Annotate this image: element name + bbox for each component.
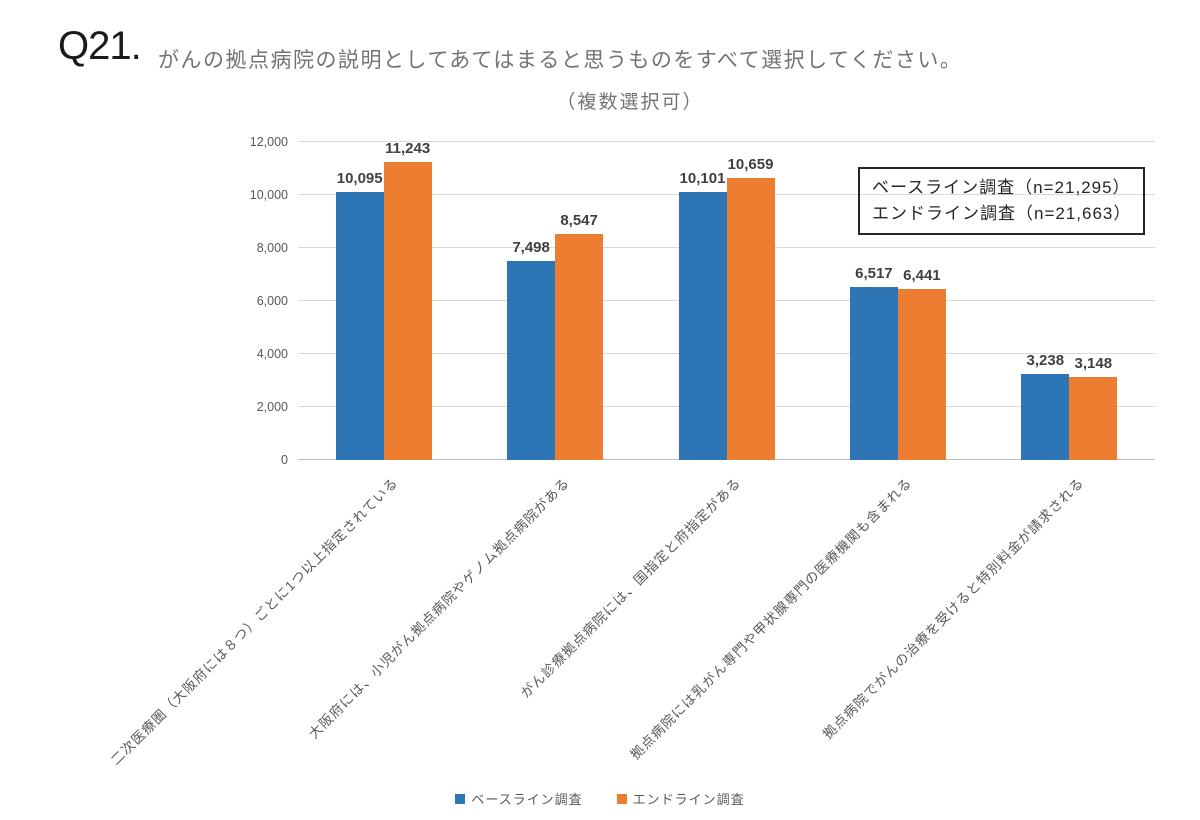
bar-value-label: 6,441 xyxy=(903,267,941,285)
bar-value-label: 10,659 xyxy=(727,155,774,173)
y-tick-label: 6,000 xyxy=(256,293,288,308)
legend-label: ベースライン調査 xyxy=(471,792,583,807)
bar-baseline-cat5 xyxy=(1021,374,1070,460)
chart-plot-area: 0 2,000 4,000 6,000 8,000 10,000 12,000 10,095 1… xyxy=(250,135,1155,466)
gridline xyxy=(298,141,1155,142)
page-subtitle: （複数選択可） xyxy=(556,92,704,113)
chart-legend: ベースライン調査 エンドライン調査 xyxy=(0,789,1200,808)
page-title: がんの拠点病院の説明としてあてはまると思うものをすべて選択してください。 xyxy=(158,49,963,72)
bar-value-label: 7,498 xyxy=(512,239,550,257)
bar-baseline-cat1 xyxy=(335,192,384,460)
bar-baseline-cat3 xyxy=(678,192,727,460)
category-label: 拠点病院には乳がん専門や甲状腺専門の医療機関も含まれる xyxy=(627,474,916,763)
sample-size-annotation-box: ベースライン調査（n=21,295） エンドライン調査（n=21,663） xyxy=(858,167,1146,235)
bar-value-label: 3,238 xyxy=(1026,352,1065,370)
bar-endline-cat4 xyxy=(897,289,946,460)
legend-swatch-icon xyxy=(616,793,627,804)
bar-endline-cat1 xyxy=(383,162,432,460)
legend-swatch-icon xyxy=(455,793,466,804)
bar-endline-cat3 xyxy=(726,177,775,460)
bar-baseline-cat2 xyxy=(507,261,556,460)
y-tick-label: 8,000 xyxy=(256,240,288,255)
legend-item: ベースライン調査 xyxy=(455,789,582,808)
legend-item: エンドライン調査 xyxy=(616,789,745,808)
bar-value-label: 10,095 xyxy=(336,170,383,188)
y-tick-label: 12,000 xyxy=(249,134,288,149)
question-number: Q21. xyxy=(58,24,142,68)
y-tick-label: 0 xyxy=(281,452,288,467)
category-label: 大阪府には、小児がん拠点病院やゲノム拠点病院がある xyxy=(305,474,573,742)
bar-value-label: 8,547 xyxy=(560,211,598,229)
category-label: 拠点病院でがんの治療を受けると特別料金が請求される xyxy=(819,474,1087,742)
bar-value-label: 11,243 xyxy=(385,140,431,158)
annotation-line-endline: エンドライン調査（n=21,663） xyxy=(872,203,1132,223)
bar-baseline-cat4 xyxy=(849,287,898,460)
bar-value-label: 10,101 xyxy=(679,170,726,188)
bar-endline-cat2 xyxy=(555,233,604,460)
legend-label: エンドライン調査 xyxy=(632,792,745,807)
bar-value-label: 6,517 xyxy=(855,265,893,283)
bar-endline-cat5 xyxy=(1069,376,1118,460)
bar-value-label: 3,148 xyxy=(1074,354,1113,372)
y-tick-label: 4,000 xyxy=(256,346,288,361)
y-tick-label: 10,000 xyxy=(249,187,288,202)
category-label: 二次医療圏（大阪府には８つ）ごとに1つ以上指定されている xyxy=(107,474,402,769)
annotation-line-baseline: ベースライン調査（n=21,295） xyxy=(872,178,1131,197)
y-tick-label: 2,000 xyxy=(256,399,288,414)
